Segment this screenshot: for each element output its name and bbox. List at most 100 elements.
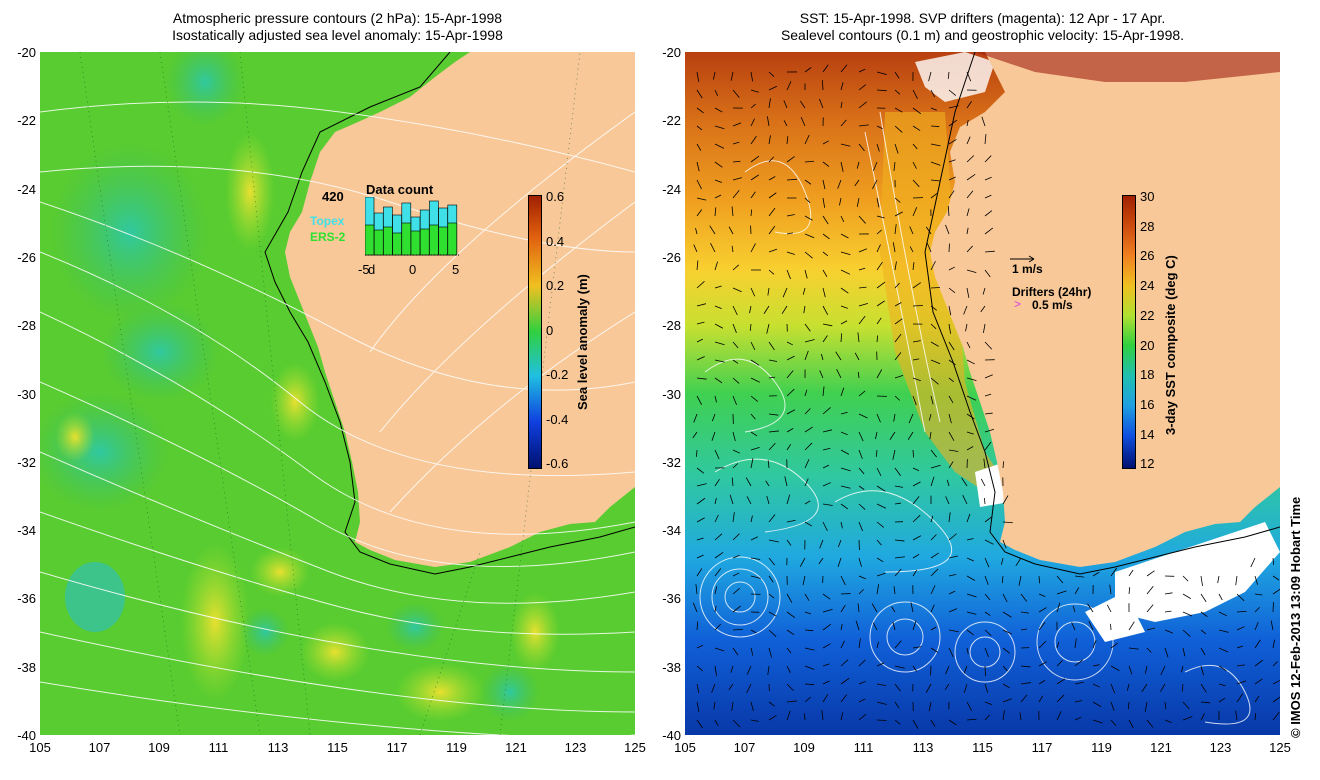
velocity-arrow (714, 261, 718, 271)
velocity-arrow (1182, 611, 1193, 617)
velocity-arrow (692, 602, 698, 613)
velocity-arrow (840, 161, 844, 172)
velocity-arrow (768, 225, 776, 235)
velocity-arrow (948, 139, 957, 145)
velocity-arrow (1002, 647, 1010, 654)
velocity-arrow (966, 629, 974, 636)
velocity-arrow (1038, 640, 1047, 649)
velocity-arrow (804, 593, 810, 601)
velocity-arrow (821, 80, 824, 91)
velocity-arrow (912, 207, 918, 217)
velocity-arrow (1109, 584, 1112, 595)
velocity-arrow (858, 413, 868, 419)
velocity-arrow (768, 85, 777, 91)
velocity-arrow (984, 176, 992, 181)
sea-level-colorbar (528, 195, 542, 469)
velocity-arrow (876, 261, 883, 271)
velocity-arrow (876, 413, 881, 423)
velocity-arrow (876, 317, 882, 325)
velocity-arrow (984, 665, 986, 676)
velocity-arrow (714, 586, 718, 595)
velocity-arrow (714, 359, 725, 363)
velocity-arrow (1020, 682, 1031, 685)
velocity-arrow (696, 537, 704, 541)
sea-level-colorbar-label: Sea level anomaly (m) (575, 274, 590, 410)
velocity-arrow (912, 719, 919, 729)
velocity-arrow (714, 719, 719, 726)
y-tick-label: -34 (662, 523, 681, 539)
drifters-scale-label: 0.5 m/s (1032, 298, 1073, 312)
velocity-arrow (926, 242, 932, 253)
colorbar-tick-label: 22 (1140, 307, 1155, 323)
velocity-arrow (858, 315, 866, 325)
velocity-arrow (804, 67, 812, 73)
velocity-arrow (858, 503, 866, 510)
velocity-arrow (928, 71, 932, 82)
velocity-arrow (803, 305, 806, 314)
x-tick-label: 117 (386, 740, 408, 755)
velocity-arrow (786, 683, 794, 691)
velocity-arrow (858, 557, 862, 567)
velocity-arrow (714, 323, 724, 329)
velocity-arrow (876, 300, 885, 307)
velocity-arrow (1092, 683, 1101, 688)
velocity-arrow (876, 467, 882, 477)
velocity-arrow (1254, 695, 1260, 703)
velocity-arrow (962, 495, 968, 505)
velocity-arrow (1056, 711, 1062, 721)
velocity-arrow (696, 197, 707, 201)
velocity-arrow (894, 211, 903, 217)
velocity-arrow (966, 513, 971, 523)
velocity-arrow (696, 107, 704, 114)
velocity-arrow (858, 575, 867, 580)
x-tick-label: 119 (446, 740, 467, 755)
velocity-arrow (984, 441, 992, 451)
velocity-arrow (876, 701, 887, 705)
velocity-arrow (837, 539, 842, 548)
velocity-arrow (925, 683, 932, 693)
velocity-arrow (858, 714, 867, 721)
velocity-arrow (1071, 622, 1076, 631)
velocity-arrow (750, 458, 754, 469)
velocity-arrow (947, 71, 950, 79)
velocity-arrow (732, 512, 735, 523)
velocity-arrow (767, 460, 770, 469)
velocity-arrow (840, 503, 849, 510)
velocity-arrow (948, 190, 955, 199)
velocity-arrow (894, 89, 901, 95)
velocity-arrow (1128, 647, 1139, 650)
velocity-arrow (876, 335, 879, 343)
velocity-arrow (840, 449, 850, 455)
colorbar-tick-label: 30 (1140, 189, 1155, 204)
velocity-arrow (907, 431, 914, 440)
velocity-arrow (822, 197, 826, 208)
velocity-arrow (804, 269, 808, 279)
velocity-arrow (1146, 570, 1155, 577)
velocity-arrow (912, 620, 917, 631)
velocity-arrow (768, 248, 778, 253)
velocity-arrow (912, 395, 917, 406)
velocity-arrow (714, 568, 722, 577)
velocity-arrow (1146, 647, 1152, 653)
velocity-arrow (732, 554, 740, 559)
left-title-line2: Isostatically adjusted sea level anomaly… (172, 27, 503, 43)
velocity-arrow (961, 477, 968, 487)
velocity-arrow (696, 644, 704, 649)
velocity-arrow (1002, 593, 1008, 603)
velocity-arrow (1236, 593, 1245, 602)
velocity-arrow (840, 119, 847, 127)
velocity-arrow (750, 447, 760, 451)
velocity-arrow (750, 174, 759, 181)
velocity-arrow (1092, 639, 1097, 649)
velocity-arrow (732, 431, 736, 442)
velocity-arrow (818, 557, 824, 565)
velocity-arrow (876, 662, 885, 667)
velocity-arrow (804, 350, 809, 361)
velocity-arrow (1002, 461, 1005, 469)
velocity-arrow (746, 665, 752, 675)
velocity-arrow (804, 478, 809, 487)
velocity-arrow (1200, 665, 1205, 676)
velocity-arrow (894, 683, 901, 692)
velocity-arrow (945, 665, 950, 675)
velocity-arrow (786, 700, 797, 703)
